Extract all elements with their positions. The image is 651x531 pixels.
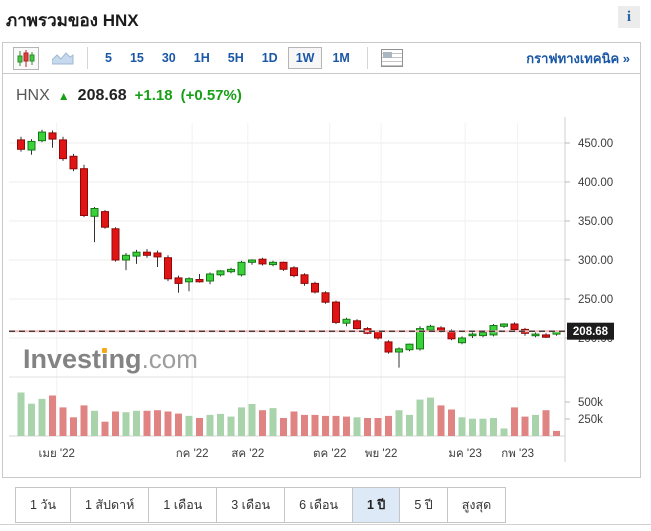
svg-text:ตค '22: ตค '22 <box>313 448 346 460</box>
interval-button[interactable]: 1H <box>186 47 218 69</box>
watermark-orange-dot <box>102 348 108 353</box>
toolbar-separator <box>87 47 88 69</box>
toolbar-separator <box>366 47 368 69</box>
timeframe-button[interactable]: 6 เดือน <box>285 488 353 522</box>
page-bottom-divider <box>0 524 651 525</box>
svg-text:400.00: 400.00 <box>578 177 613 189</box>
candlestick-type-button[interactable] <box>13 46 39 70</box>
svg-text:กค '22: กค '22 <box>176 448 209 460</box>
svg-text:450.00: 450.00 <box>578 138 613 150</box>
timeframe-button[interactable]: 1 สัปดาห์ <box>71 488 150 522</box>
volume-bars <box>17 392 560 436</box>
svg-text:พย '22: พย '22 <box>365 448 398 460</box>
interval-button[interactable]: 5H <box>220 47 252 69</box>
svg-text:350.00: 350.00 <box>578 216 613 228</box>
area-type-button[interactable] <box>48 48 78 68</box>
svg-text:เมย '22: เมย '22 <box>38 448 74 460</box>
svg-text:250.00: 250.00 <box>578 294 613 306</box>
page-title: ภาพรวมของ HNX <box>6 11 139 30</box>
svg-text:500k: 500k <box>578 397 603 409</box>
h-gridlines <box>9 142 565 339</box>
interval-button[interactable]: 15 <box>122 47 152 69</box>
news-button[interactable] <box>377 46 407 70</box>
title-bar: ภาพรวมของ HNX i <box>0 0 651 38</box>
timeframe-button[interactable]: สูงสุด <box>447 488 506 522</box>
area-chart-icon <box>52 52 74 65</box>
news-icon <box>380 49 403 67</box>
v-gridlines <box>56 123 519 436</box>
interval-button[interactable]: 1M <box>324 47 357 69</box>
investing-watermark: Investı ng.com <box>23 344 198 374</box>
last-price-tag: 208.68 <box>567 322 614 340</box>
svg-text:กพ '23: กพ '23 <box>501 448 534 460</box>
price-change-percent: (+0.57%) <box>180 87 242 104</box>
interval-button[interactable]: 5 <box>97 47 120 69</box>
svg-text:208.68: 208.68 <box>573 326 609 338</box>
svg-text:250k: 250k <box>578 414 603 426</box>
symbol: HNX <box>16 86 50 104</box>
volume-axis-labels: 500k 250k <box>565 397 603 426</box>
timeframe-button[interactable]: 1 วัน <box>16 488 71 522</box>
timeframe-button[interactable]: 3 เดือน <box>217 488 286 522</box>
chart-widget: 5 15 30 1H 5H 1D 1W 1M กราฟทางเทคนิค » HNX ▲ 20… <box>2 42 641 478</box>
up-arrow-icon: ▲ <box>57 88 70 103</box>
interval-button[interactable]: 30 <box>154 47 184 69</box>
chart-toolbar: 5 15 30 1H 5H 1D 1W 1M กราฟทางเทคนิค » <box>3 43 640 74</box>
chart-canvas[interactable]: 450.00400.00350.00300.00250.00200.00500k… <box>3 117 640 469</box>
interval-button[interactable]: 1W <box>287 47 323 69</box>
svg-text:สค '22: สค '22 <box>231 448 264 460</box>
timeframe-button[interactable]: 1 ปี <box>353 488 401 522</box>
interval-button[interactable]: 1D <box>254 47 286 69</box>
timeframe-button[interactable]: 1 เดือน <box>149 488 218 522</box>
timeframe-button[interactable]: 5 ปี <box>400 488 448 522</box>
technical-chart-link[interactable]: กราฟทางเทคนิค » <box>526 50 630 66</box>
timeframe-group: 1 วัน 1 สัปดาห์ 1 เดือน 3 เดือน 6 เดือน 1 ปี 5… <box>15 487 507 523</box>
x-axis-labels: เมย '22 กค '22 สค '22 ตค '22 พย '22 มค '23 กพ … <box>38 448 534 460</box>
interval-group: 5 15 30 1H 5H 1D 1W 1M <box>97 47 358 69</box>
candlestick-chart-icon <box>17 49 35 67</box>
candlestick-chart[interactable]: 450.00400.00350.00300.00250.00200.00500k… <box>3 117 640 469</box>
price-change: +1.18 <box>134 87 173 104</box>
quote-row: HNX ▲ 208.68 +1.18 (+0.57%) <box>3 74 640 117</box>
svg-text:มค '23: มค '23 <box>448 448 481 460</box>
info-button[interactable]: i <box>618 6 640 28</box>
last-price: 208.68 <box>77 86 127 104</box>
svg-text:300.00: 300.00 <box>578 255 613 267</box>
